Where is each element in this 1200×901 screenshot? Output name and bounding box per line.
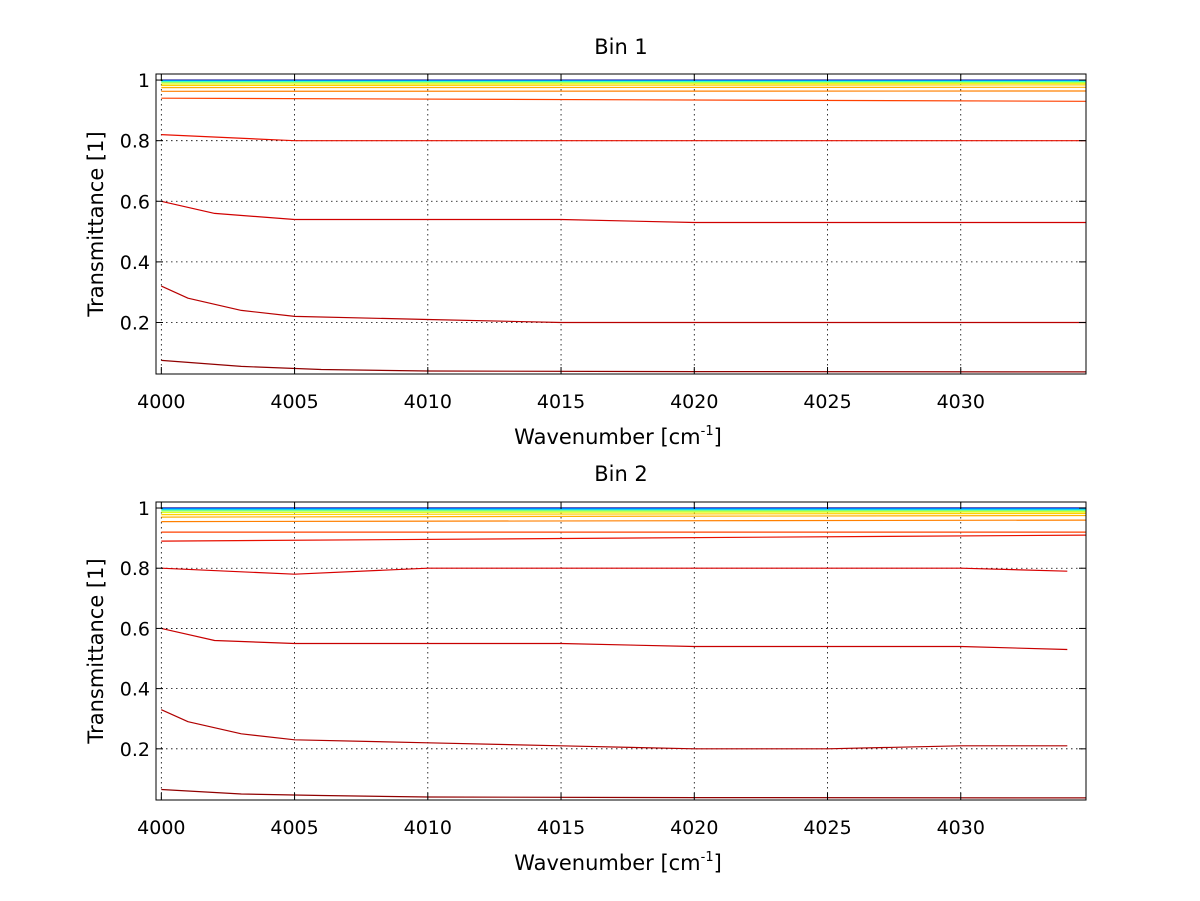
x-axis-label-superscript: -1 [701, 424, 714, 439]
series-line-12 [161, 200, 1086, 224]
x-axis-label-main: Wavenumber [cm [514, 425, 700, 449]
x-axis-label-superscript: -1 [701, 850, 714, 865]
series-line-7 [161, 84, 1087, 87]
x-axis-label: Wavenumber [cm-1] [514, 424, 722, 449]
x-tick-label: 4025 [803, 817, 851, 839]
y-tick-label: 0.6 [120, 618, 150, 640]
series-line-13 [161, 285, 1086, 324]
x-tick-label: 4030 [937, 817, 985, 839]
series-line-11 [161, 534, 1087, 542]
plot-area [156, 502, 1086, 800]
y-axis-label: Transmittance [1] [84, 558, 108, 744]
y-tick-label: 0.2 [120, 739, 150, 761]
series-line-12 [161, 567, 1068, 575]
chart-panel-bin-2: 4000 4005 4010 4015 4020 4025 4030 0.2 0.4 0.6 0.8… [84, 462, 1087, 875]
chart-title: Bin 1 [594, 35, 648, 59]
y-tick-label: 0.6 [120, 191, 150, 213]
y-tick-label: 0.4 [120, 252, 150, 274]
x-tick-label: 4000 [137, 391, 185, 413]
x-tick-label: 4030 [937, 391, 985, 413]
plot-area [156, 74, 1086, 374]
x-axis-label: Wavenumber [cm-1] [514, 850, 722, 875]
series-line-9 [161, 519, 1087, 523]
x-tick-label: 4020 [670, 391, 718, 413]
series-line-6 [161, 82, 1087, 85]
y-tick-label: 1 [138, 498, 150, 520]
series-group [161, 79, 1087, 373]
x-tick-label: 4015 [537, 817, 585, 839]
ticks: 4000 4005 4010 4015 4020 4025 4030 0.2 0.4 0.6 0.8… [120, 70, 1086, 413]
x-tick-label: 4005 [270, 391, 318, 413]
x-tick-label: 4005 [270, 817, 318, 839]
series-line-14 [161, 709, 1068, 750]
series-line-7 [161, 512, 1087, 516]
series-line-10 [161, 97, 1087, 102]
axes-box [155, 73, 1087, 375]
series-line-8 [161, 514, 1087, 518]
ticks: 4000 4005 4010 4015 4020 4025 4030 0.2 0.4 0.6 0.8… [120, 498, 1086, 839]
series-line-15 [161, 788, 1087, 799]
y-tick-label: 0.8 [120, 131, 150, 153]
x-axis-label-end: ] [714, 425, 722, 449]
chart-title: Bin 2 [594, 462, 648, 486]
y-tick-label: 0.8 [120, 558, 150, 580]
y-tick-label: 0.4 [120, 679, 150, 701]
y-tick-label: 1 [138, 70, 150, 92]
x-axis-label-end: ] [714, 851, 722, 875]
series-line-6 [161, 511, 1087, 514]
series-line-13 [161, 627, 1068, 651]
axes-box [155, 501, 1087, 801]
x-tick-label: 4020 [670, 817, 718, 839]
chart-panel-bin-1: 4000 4005 4010 4015 4020 4025 4030 0.2 0.4 0.6 0.8… [84, 35, 1087, 449]
x-tick-label: 4015 [537, 391, 585, 413]
x-tick-label: 4010 [404, 391, 452, 413]
series-group [161, 507, 1087, 799]
x-tick-label: 4025 [803, 391, 851, 413]
x-axis-label-main: Wavenumber [cm [514, 851, 700, 875]
x-tick-label: 4000 [137, 817, 185, 839]
y-tick-label: 0.2 [120, 312, 150, 334]
series-line-11 [161, 134, 1086, 142]
y-axis-label: Transmittance [1] [84, 131, 108, 317]
series-line-14 [161, 359, 1087, 373]
x-tick-label: 4010 [404, 817, 452, 839]
